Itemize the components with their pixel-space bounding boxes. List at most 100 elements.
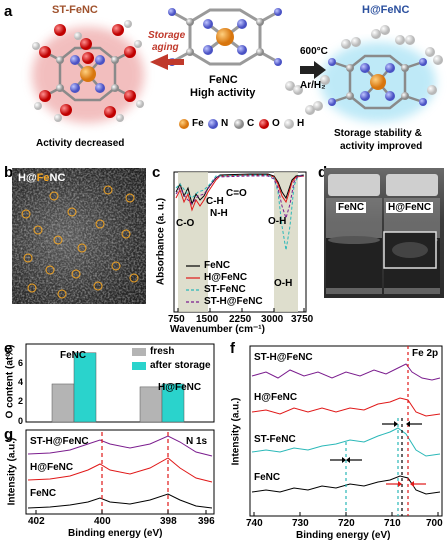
fe2p-st-fenc: [251, 427, 441, 457]
fe2p-label-st-fenc: ST-FeNC: [254, 434, 296, 445]
legend-n: N: [221, 118, 229, 129]
panel-f: Intensity (a.u.) Fe 2p ST-H@FeNC H@FeNC …: [226, 342, 446, 542]
fe2p-label-st-h-fenc: ST-H@FeNC: [254, 352, 313, 363]
vial-label-fenc: FeNC: [336, 202, 367, 213]
panel-b-label-suffix: NC: [49, 172, 66, 184]
fe2p-tick-710: 710: [384, 518, 401, 529]
ftir-legend-fenc: FeNC: [204, 260, 231, 271]
fe2p-h-fenc: [251, 397, 441, 417]
fenc-subtitle: High activity: [190, 87, 256, 99]
n1s-tick-398: 398: [160, 516, 177, 527]
o-content-chart: [25, 343, 215, 423]
ftir-ann-nh: N-H: [210, 208, 228, 219]
fe2p-st-h-fenc: [251, 363, 441, 381]
stem-image: [12, 168, 146, 304]
panel-a-letter: a: [4, 3, 13, 20]
legend-storage-swatch: [132, 362, 146, 370]
heat-arrow: [300, 61, 326, 79]
fe2p-tick-700: 700: [426, 518, 443, 529]
panel-b-image: H@FeNC: [12, 168, 146, 304]
ftir-legend-h-fenc: H@FeNC: [204, 272, 248, 283]
ftir-band-high: [274, 172, 298, 312]
n1s-label-fenc: FeNC: [30, 488, 57, 499]
fenc-atoms: [168, 8, 282, 66]
fe2p-tick-720: 720: [338, 518, 355, 529]
panel-b-label-prefix: H@: [18, 172, 37, 184]
ytick-4: 4: [18, 377, 24, 387]
h-fenc-title: H@FeNC: [362, 4, 410, 16]
ftir-legend-st-fenc: ST-FeNC: [204, 284, 246, 295]
ytick-6: 6: [18, 358, 24, 368]
fenc-title: FeNC: [209, 74, 238, 86]
storage-label-1: Storage: [148, 30, 186, 41]
temp-label: 600°C: [300, 46, 328, 57]
st-fenc-title: ST-FeNC: [52, 4, 98, 16]
storage-arrow: [150, 54, 184, 70]
single-atom-circles: [21, 185, 139, 299]
ftir-ann-co: C=O: [226, 188, 247, 199]
ftir-band-low: [178, 172, 208, 312]
gas-label: Ar/H₂: [300, 80, 326, 91]
ytick-2: 2: [18, 396, 24, 406]
panel-d-photo: FeNC H@FeNC: [324, 168, 444, 298]
ftir-fenc: [175, 173, 305, 206]
ftir-ann-oh-2: O-H: [274, 278, 293, 289]
ftir-st-h-fenc: [175, 175, 304, 220]
n1s-st-h-fenc: [27, 435, 213, 457]
o-content-ylabel: O content (at%): [4, 344, 16, 419]
n1s-tick-396: 396: [198, 516, 215, 527]
panel-c: Absorbance (a. u.) 750 1500 2250 3000 37…: [150, 166, 315, 336]
ftir-tick-750: 750: [168, 314, 185, 325]
stability-caption-2: activity improved: [340, 141, 423, 152]
panel-b-label-fe: Fe: [36, 172, 50, 184]
panel-a-illustration: [32, 8, 443, 129]
panel-a: a ST-FeNC H@FeNC: [0, 0, 448, 160]
ytick-0: 0: [18, 416, 24, 426]
n1s-tick-402: 402: [28, 516, 45, 527]
vials: [326, 174, 440, 294]
fe2p-ylabel: Intensity (a.u.): [230, 397, 242, 466]
ftir-ann-oh-1: O-H: [268, 216, 287, 227]
ftir-ann-ch: C-H: [206, 196, 224, 207]
ftir-legend-st-h-fenc: ST-H@FeNC: [204, 296, 263, 307]
n1s-tick-400: 400: [94, 516, 111, 527]
n1s-label-h-fenc: H@FeNC: [30, 462, 74, 473]
legend-o: O: [272, 118, 280, 129]
ftir-ylabel: Absorbance (a. u.): [155, 197, 167, 286]
fe2p-title: Fe 2p: [412, 348, 439, 359]
legend-fe: Fe: [192, 118, 204, 129]
stability-caption-1: Storage stability &: [334, 128, 422, 139]
ftir-xlabel: Wavenumber (cm⁻¹): [170, 324, 265, 335]
activity-decreased: Activity decreased: [36, 138, 125, 149]
legend-fresh-swatch: [132, 348, 146, 356]
bar-fenc-fresh: [51, 383, 75, 423]
atom-legend-markers: [179, 119, 294, 129]
st-fenc-atoms: [32, 20, 144, 122]
storage-label-2: aging: [152, 42, 179, 53]
n1s-chart: [25, 429, 215, 515]
shift-arrows: [330, 421, 426, 487]
ftir-tick-2250: 2250: [229, 314, 252, 325]
bar-hfenc-after-storage: [161, 383, 185, 423]
panel-b-letter: b: [4, 164, 14, 181]
legend-c: C: [247, 118, 255, 129]
panel-d-letter: d: [318, 164, 328, 181]
h-fenc-atoms: [320, 25, 443, 106]
ftir-st-fenc: [175, 174, 305, 251]
bar-fenc-after-storage: [73, 352, 97, 423]
panel-f-letter: f: [230, 340, 235, 357]
vial-label-h-fenc: H@FeNC: [386, 202, 434, 213]
fe2p-tick-740: 740: [246, 518, 263, 529]
h2-molecules: [285, 81, 323, 115]
n1s-ylabel: Intensity (a.u.): [6, 437, 18, 506]
fe2p-tick-730: 730: [292, 518, 309, 529]
n1s-h-fenc: [27, 457, 213, 483]
ftir-chart: [173, 171, 307, 313]
fe2p-label-fenc: FeNC: [254, 472, 281, 483]
panel-c-letter: c: [152, 164, 161, 181]
ftir-tick-1500: 1500: [196, 314, 219, 325]
panel-g-letter: g: [4, 426, 14, 443]
n1s-title: N 1s: [186, 436, 208, 447]
fe2p-chart: [249, 345, 443, 517]
ftir-tick-3000: 3000: [261, 314, 284, 325]
